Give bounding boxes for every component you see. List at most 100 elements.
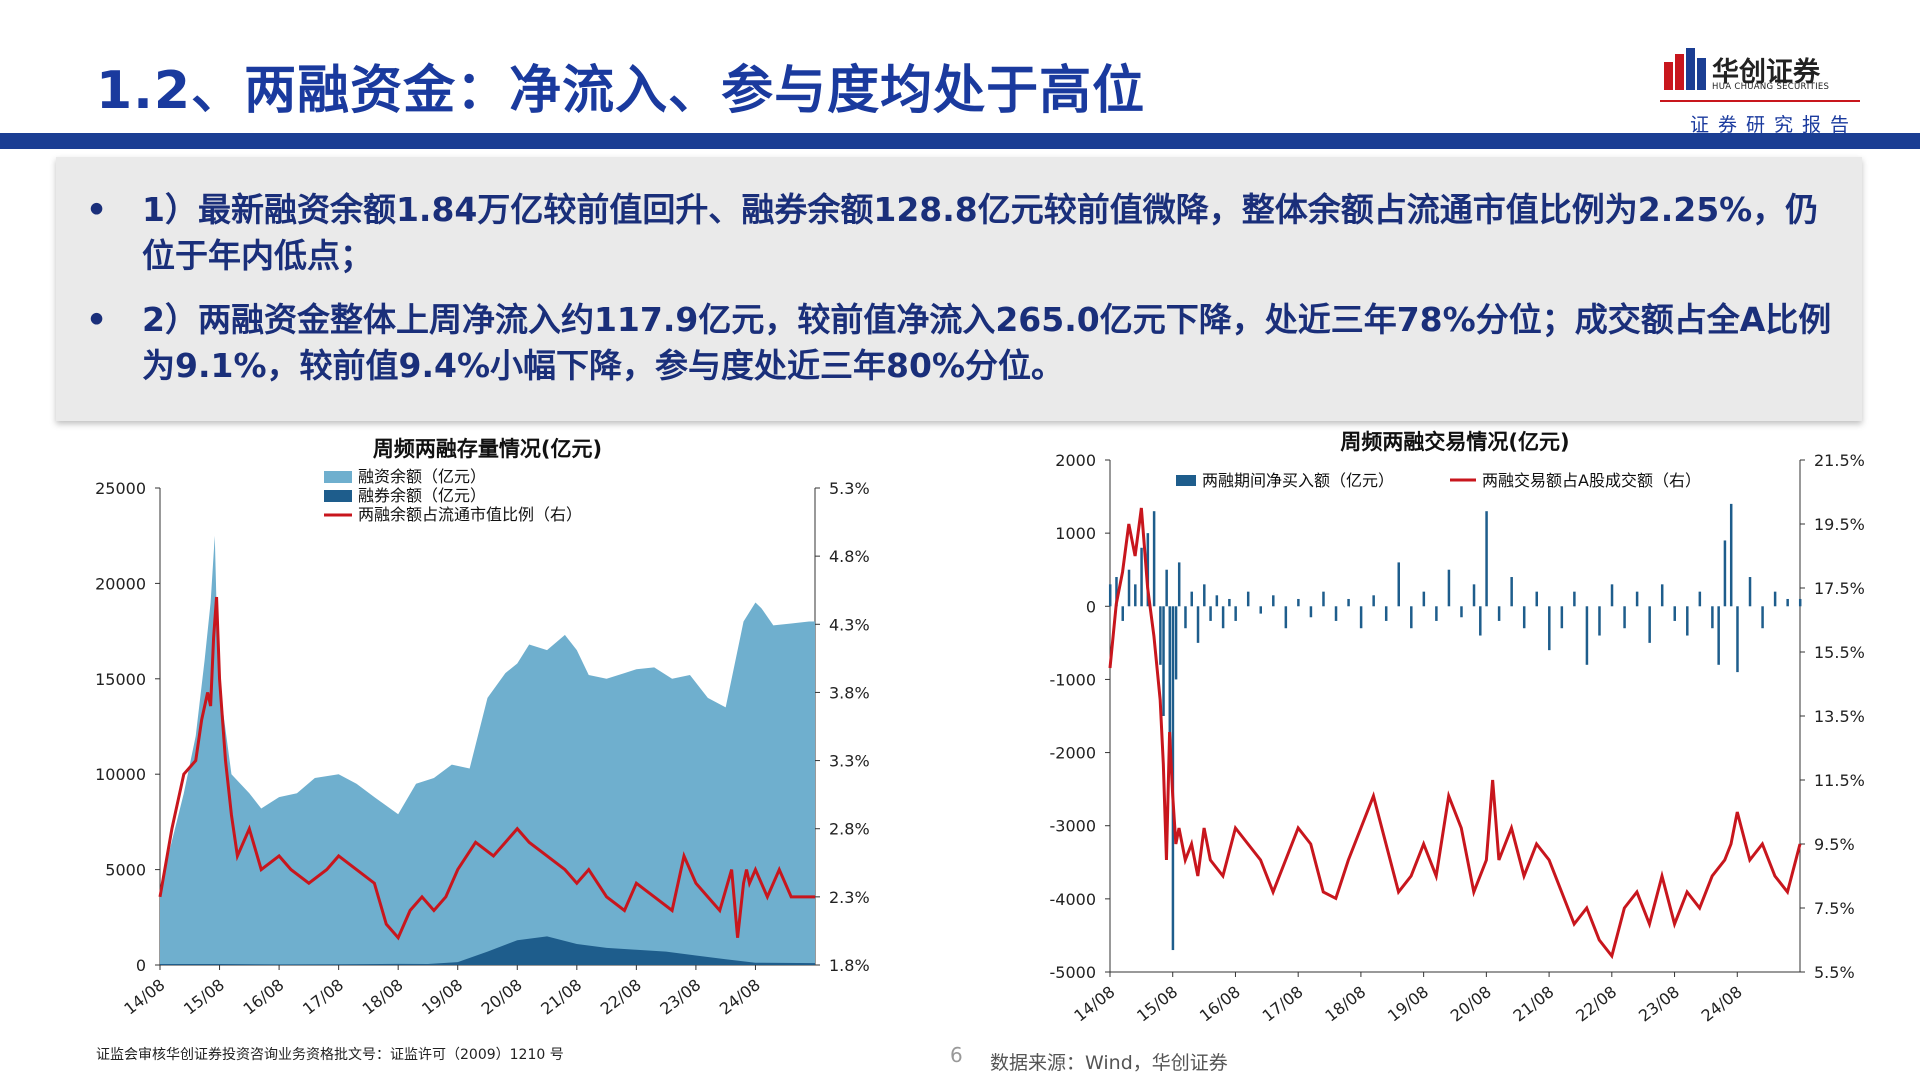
net-buy-bar — [1410, 606, 1413, 629]
net-buy-bar — [1297, 598, 1300, 607]
chart-title: 周频两融存量情况(亿元) — [373, 437, 602, 461]
page-title: 1.2、两融资金：净流入、参与度均处于高位 — [96, 61, 1146, 121]
x-tick-label: 15/08 — [1133, 982, 1181, 1025]
trade-chart: 周频两融交易情况(亿元) -5000 -4000 -3000 -2000 -1000 0 10… — [1050, 430, 1865, 1026]
net-buy-bar — [1573, 591, 1576, 607]
logo-divider — [1660, 100, 1860, 102]
y-tick-label: 10000 — [95, 765, 146, 784]
net-buy-bar — [1773, 591, 1777, 607]
net-buy-bar — [1162, 606, 1165, 716]
report-type-label: 证券研究报告 — [1690, 114, 1859, 136]
net-buy-bar — [1761, 606, 1764, 629]
x-tick-label: 15/08 — [180, 975, 228, 1018]
net-buy-bar — [1108, 584, 1112, 607]
y2-tick-label: 2.3% — [829, 888, 870, 907]
y2-tick-label: 15.5% — [1814, 643, 1865, 662]
title-bar-divider — [0, 133, 1920, 149]
legend-label: 融券余额（亿元） — [358, 486, 486, 505]
net-buy-bar — [1510, 577, 1513, 607]
y2-tick-label: 13.5% — [1814, 707, 1865, 726]
y-tick-label: 0 — [136, 956, 146, 975]
net-buy-bar — [1548, 606, 1551, 651]
x-tick-label: 23/08 — [656, 975, 704, 1018]
net-buy-bar — [1146, 533, 1150, 607]
net-buy-bar — [1711, 606, 1714, 629]
net-buy-bar — [1472, 584, 1476, 607]
net-buy-bar — [1648, 606, 1651, 643]
net-buy-bar — [1729, 503, 1733, 607]
net-buy-bar — [1717, 606, 1720, 665]
net-buy-bar — [1372, 595, 1375, 607]
y-tick-label: 5000 — [105, 861, 146, 880]
y2-tick-label: 5.5% — [1814, 963, 1855, 982]
bullet-text: 1）最新融资余额1.84万亿较前值回升、融券余额128.8亿元较前值微降，整体余… — [142, 190, 1819, 275]
net-buy-bar — [1359, 606, 1363, 629]
turnover-ratio-line — [1108, 507, 1802, 960]
net-buy-bar — [1660, 584, 1664, 607]
y2-tick-label: 2.8% — [829, 820, 870, 839]
chart-title: 周频两融交易情况(亿元) — [1340, 430, 1569, 454]
y2-tick-label: 1.8% — [829, 956, 870, 975]
legend-label: 融资余额（亿元） — [358, 467, 486, 486]
bullet-dot: • — [86, 190, 108, 229]
logo-en-name: HUA CHUANG SECURITIES — [1712, 82, 1830, 92]
net-buy-bar — [1686, 606, 1689, 636]
x-tick-label: 18/08 — [1321, 982, 1369, 1025]
net-buy-bar — [1152, 511, 1156, 607]
x-tick-label: 16/08 — [240, 975, 288, 1018]
net-buy-bar — [1447, 569, 1451, 607]
net-buy-bar — [1610, 584, 1614, 607]
x-tick-label: 22/08 — [597, 975, 645, 1018]
legend-label: 两融交易额占A股成交额（右） — [1482, 471, 1701, 490]
net-buy-bar — [1215, 595, 1219, 607]
net-buy-bar — [1134, 584, 1137, 607]
net-buy-bar — [1522, 606, 1526, 629]
net-buy-bar — [1698, 591, 1702, 607]
net-buy-bar — [1272, 595, 1275, 607]
net-buy-bar — [1736, 606, 1739, 673]
logo-mark-icon — [1664, 48, 1706, 90]
net-buy-bar — [1159, 606, 1162, 665]
bullet-text: 2）两融资金整体上周净流入约117.9亿元，较前值净流入265.0亿元下降，处近… — [142, 300, 1832, 385]
bullet-dot: • — [86, 300, 108, 339]
net-buy-bar — [1121, 606, 1124, 621]
net-buy-bar — [1397, 562, 1400, 607]
net-buy-bar — [1723, 540, 1727, 607]
net-buy-bar — [1347, 598, 1350, 607]
net-buy-bar — [1140, 547, 1143, 607]
x-tick-label: 19/08 — [418, 975, 466, 1018]
y-tick-label: 15000 — [95, 670, 146, 689]
stock-chart: 周频两融存量情况(亿元) 0 5000 10000 15000 20000 25000 1.8… — [95, 437, 870, 1019]
net-buy-bar — [1322, 591, 1325, 607]
y2-tick-label: 11.5% — [1814, 771, 1865, 790]
x-tick-label: 21/08 — [537, 975, 585, 1018]
net-buy-bar — [1479, 606, 1482, 636]
y-tick-label: 1000 — [1055, 524, 1096, 543]
net-buy-bar — [1560, 606, 1564, 629]
net-buy-bar — [1748, 577, 1752, 607]
x-tick-label: 17/08 — [299, 975, 347, 1018]
net-buy-bar — [1334, 606, 1338, 621]
x-tick-label: 22/08 — [1572, 982, 1620, 1025]
net-buy-bar — [1623, 606, 1626, 629]
net-buy-bar — [1673, 606, 1676, 621]
y2-tick-label: 3.8% — [829, 683, 870, 702]
net-buy-bar — [1115, 577, 1118, 607]
y-tick-label: -2000 — [1050, 744, 1097, 763]
y2-tick-label: 9.5% — [1814, 835, 1855, 854]
logo-name: 华创证券 — [1712, 57, 1820, 88]
net-buy-bar — [1485, 511, 1488, 607]
x-tick-label: 17/08 — [1259, 982, 1307, 1025]
x-tick-label: 23/08 — [1635, 982, 1683, 1025]
y-tick-label: 0 — [1086, 597, 1096, 616]
x-tick-label: 24/08 — [716, 975, 764, 1018]
net-buy-bar — [1798, 598, 1802, 607]
x-tick-label: 21/08 — [1510, 982, 1558, 1025]
net-buy-bar — [1209, 606, 1212, 621]
net-buy-bar — [1221, 606, 1225, 629]
net-buy-bar — [1177, 562, 1181, 607]
y-tick-label: -3000 — [1050, 817, 1097, 836]
legend-label: 两融余额占流通市值比例（右） — [358, 505, 582, 524]
net-buy-bar — [1422, 591, 1426, 607]
net-buy-bar — [1168, 606, 1172, 738]
